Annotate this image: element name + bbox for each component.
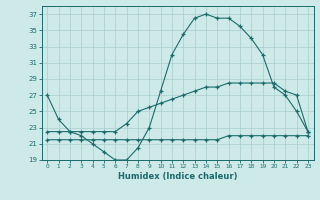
X-axis label: Humidex (Indice chaleur): Humidex (Indice chaleur) [118,172,237,181]
